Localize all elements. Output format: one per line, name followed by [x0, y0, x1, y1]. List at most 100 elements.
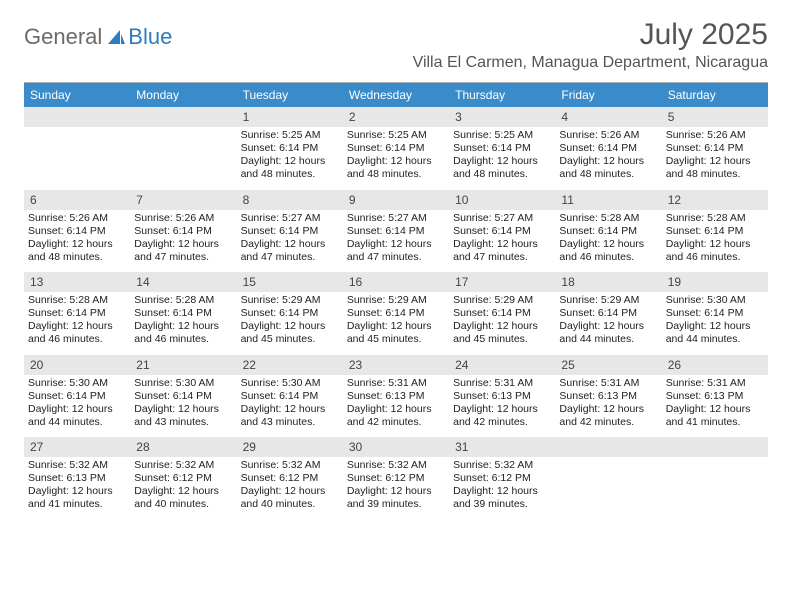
day-number: 24 — [449, 355, 555, 375]
sunrise-line: Sunrise: 5:26 AM — [28, 212, 108, 224]
sunset-line: Sunset: 6:13 PM — [559, 390, 637, 402]
day-details: Sunrise: 5:30 AMSunset: 6:14 PMDaylight:… — [28, 375, 126, 430]
calendar-day: 22 Sunrise: 5:30 AMSunset: 6:14 PMDayligh… — [237, 355, 343, 438]
day-number: 9 — [343, 190, 449, 210]
calendar-day: 11Sunrise: 5:28 AMSunset: 6:14 PMDayligh… — [555, 190, 661, 273]
sunset-line: Sunset: 6:12 PM — [241, 472, 319, 484]
calendar-day: 27Sunrise: 5:32 AMSunset: 6:13 PMDayligh… — [24, 437, 130, 520]
day-details: Sunrise: 5:29 AMSunset: 6:14 PMDaylight:… — [559, 292, 657, 347]
day-details: Sunrise: 5:31 AMSunset: 6:13 PMDaylight:… — [347, 375, 445, 430]
location-subtitle: Villa El Carmen, Managua Department, Nic… — [413, 54, 768, 72]
calendar-day: 14 Sunrise: 5:28 AMSunset: 6:14 PMDayligh… — [130, 272, 236, 355]
daylight-line: Daylight: 12 hours and 44 minutes. — [666, 320, 751, 345]
day-number: 6 — [24, 190, 130, 210]
day-number-row: . — [24, 107, 130, 127]
sunset-line: Sunset: 6:14 PM — [347, 307, 425, 319]
daylight-line: Daylight: 12 hours and 47 minutes. — [241, 238, 326, 263]
day-number-row: . — [130, 107, 236, 127]
sunrise-line: Sunrise: 5:29 AM — [559, 294, 639, 306]
day-number: 23 — [343, 355, 449, 375]
sunset-line: Sunset: 6:12 PM — [134, 472, 212, 484]
sunrise-line: Sunrise: 5:28 AM — [28, 294, 108, 306]
calendar-day: 3Sunrise: 5:25 AMSunset: 6:14 PMDaylight… — [449, 107, 555, 190]
calendar-week: 13Sunrise: 5:28 AMSunset: 6:14 PMDayligh… — [24, 272, 768, 355]
daylight-line: Daylight: 12 hours and 48 minutes. — [453, 155, 538, 180]
sunset-line: Sunset: 6:14 PM — [347, 225, 425, 237]
calendar-day: 6Sunrise: 5:26 AMSunset: 6:14 PMDaylight… — [24, 190, 130, 273]
sunrise-line: Sunrise: 5:26 AM — [666, 129, 746, 141]
day-number: 14 — [130, 272, 236, 292]
sunrise-line: Sunrise: 5:30 AM — [241, 377, 321, 389]
sunset-line: Sunset: 6:14 PM — [241, 142, 319, 154]
sunrise-line: Sunrise: 5:31 AM — [453, 377, 533, 389]
calendar-day: 1Sunrise: 5:25 AMSunset: 6:14 PMDaylight… — [237, 107, 343, 190]
day-details: Sunrise: 5:25 AMSunset: 6:14 PMDaylight:… — [453, 127, 551, 182]
day-number: 30 — [343, 437, 449, 457]
day-details: Sunrise: 5:30 AMSunset: 6:14 PMDaylight:… — [134, 375, 232, 430]
daylight-line: Daylight: 12 hours and 41 minutes. — [666, 403, 751, 428]
day-number: 8 — [237, 190, 343, 210]
sunrise-line: Sunrise: 5:32 AM — [134, 459, 214, 471]
sunset-line: Sunset: 6:14 PM — [559, 225, 637, 237]
day-number: 7 — [130, 190, 236, 210]
day-number-row: . — [662, 437, 768, 457]
calendar-day: 8Sunrise: 5:27 AMSunset: 6:14 PMDaylight… — [237, 190, 343, 273]
calendar-day: 4Sunrise: 5:26 AMSunset: 6:14 PMDaylight… — [555, 107, 661, 190]
dow-cell: Monday — [130, 83, 236, 107]
header: General Blue July 2025 Villa El Carmen, … — [24, 18, 768, 72]
sunset-line: Sunset: 6:13 PM — [453, 390, 531, 402]
sunset-line: Sunset: 6:12 PM — [347, 472, 425, 484]
day-details: Sunrise: 5:28 AMSunset: 6:14 PMDaylight:… — [666, 210, 764, 265]
calendar-day: 25Sunrise: 5:31 AMSunset: 6:13 PMDayligh… — [555, 355, 661, 438]
day-details: Sunrise: 5:32 AMSunset: 6:12 PMDaylight:… — [134, 457, 232, 512]
sunset-line: Sunset: 6:14 PM — [241, 390, 319, 402]
day-number-row: . — [555, 437, 661, 457]
day-number: 19 — [662, 272, 768, 292]
daylight-line: Daylight: 12 hours and 42 minutes. — [559, 403, 644, 428]
day-number: 2 — [343, 107, 449, 127]
day-details: Sunrise: 5:29 AMSunset: 6:14 PMDaylight:… — [347, 292, 445, 347]
day-details: Sunrise: 5:26 AMSunset: 6:14 PMDaylight:… — [28, 210, 126, 265]
month-title: July 2025 — [413, 18, 768, 52]
day-number-row: 17 — [449, 272, 555, 292]
sunrise-line: Sunrise: 5:26 AM — [134, 212, 214, 224]
calendar-day: 23Sunrise: 5:31 AMSunset: 6:13 PMDayligh… — [343, 355, 449, 438]
day-number: 5 — [662, 107, 768, 127]
sunset-line: Sunset: 6:13 PM — [28, 472, 106, 484]
calendar-day: 5Sunrise: 5:26 AMSunset: 6:14 PMDaylight… — [662, 107, 768, 190]
sunrise-line: Sunrise: 5:28 AM — [134, 294, 214, 306]
day-number-row: 28 — [130, 437, 236, 457]
daylight-line: Daylight: 12 hours and 46 minutes. — [134, 320, 219, 345]
sunset-line: Sunset: 6:14 PM — [559, 307, 637, 319]
day-number-row: 4 — [555, 107, 661, 127]
logo-word-1: General — [24, 24, 102, 50]
day-number: 22 — [237, 355, 343, 375]
sunrise-line: Sunrise: 5:29 AM — [241, 294, 321, 306]
daylight-line: Daylight: 12 hours and 48 minutes. — [241, 155, 326, 180]
calendar-day: 7Sunrise: 5:26 AMSunset: 6:14 PMDaylight… — [130, 190, 236, 273]
daylight-line: Daylight: 12 hours and 41 minutes. — [28, 485, 113, 510]
sunset-line: Sunset: 6:14 PM — [666, 225, 744, 237]
dow-cell: Tuesday — [237, 83, 343, 107]
day-details: Sunrise: 5:28 AMSunset: 6:14 PMDaylight:… — [28, 292, 126, 347]
daylight-line: Daylight: 12 hours and 43 minutes. — [241, 403, 326, 428]
day-number: 28 — [130, 437, 236, 457]
day-details: Sunrise: 5:29 AMSunset: 6:14 PMDaylight:… — [241, 292, 339, 347]
day-number-row: 15 — [237, 272, 343, 292]
sunrise-line: Sunrise: 5:30 AM — [666, 294, 746, 306]
day-number-row: 25 — [555, 355, 661, 375]
day-number-row: 26 — [662, 355, 768, 375]
calendar-day: 24Sunrise: 5:31 AMSunset: 6:13 PMDayligh… — [449, 355, 555, 438]
sunset-line: Sunset: 6:14 PM — [666, 307, 744, 319]
day-number-row: 5 — [662, 107, 768, 127]
day-details: Sunrise: 5:31 AMSunset: 6:13 PMDaylight:… — [666, 375, 764, 430]
calendar-day: 15Sunrise: 5:29 AMSunset: 6:14 PMDayligh… — [237, 272, 343, 355]
sunset-line: Sunset: 6:14 PM — [134, 307, 212, 319]
sunset-line: Sunset: 6:13 PM — [666, 390, 744, 402]
day-details: Sunrise: 5:26 AMSunset: 6:14 PMDaylight:… — [666, 127, 764, 182]
sunset-line: Sunset: 6:14 PM — [28, 390, 106, 402]
page: General Blue July 2025 Villa El Carmen, … — [0, 0, 792, 520]
logo-sail-icon — [106, 28, 126, 46]
daylight-line: Daylight: 12 hours and 45 minutes. — [347, 320, 432, 345]
sunrise-line: Sunrise: 5:32 AM — [347, 459, 427, 471]
